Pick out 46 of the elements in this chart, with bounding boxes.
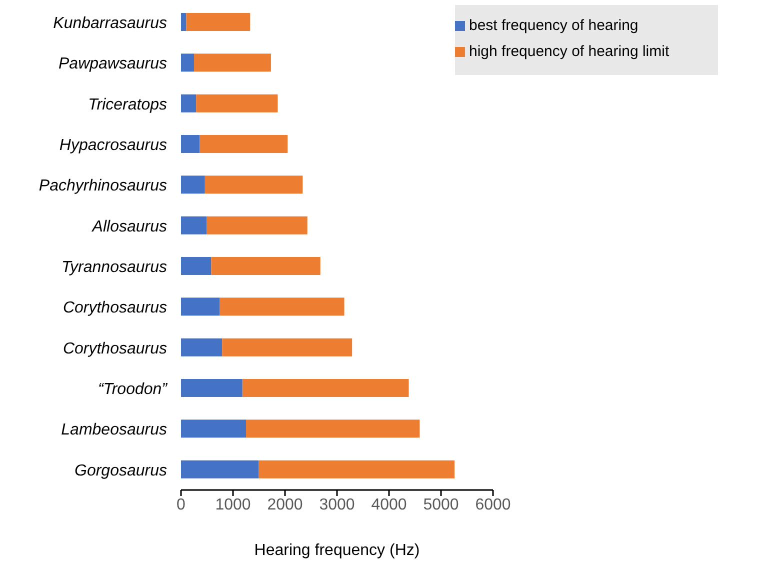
y-tick-label: Kunbarrasaurus (53, 15, 167, 32)
bar (204, 176, 303, 194)
x-tick-label: 5000 (423, 496, 459, 514)
y-tick-label: Pachyrhinosaurus (38, 178, 167, 195)
bar (181, 176, 205, 194)
y-tick-label: Corythosaurus (62, 340, 167, 358)
bar (181, 216, 206, 234)
x-tick-label: 0 (176, 496, 186, 514)
x-tick-label: 2000 (267, 496, 303, 514)
bar (181, 379, 242, 397)
bar (196, 94, 278, 112)
x-tick-label: 1000 (215, 496, 251, 514)
y-tick-label: Pawpawsaurus (58, 56, 167, 73)
bar (186, 13, 250, 31)
x-axis-title: Hearing frequency (Hz) (254, 542, 420, 559)
bar (181, 13, 186, 31)
x-tick-label: 3000 (319, 496, 355, 514)
y-tick-label: Tyrannosaurus (61, 259, 167, 276)
bar (181, 135, 200, 153)
bar (181, 94, 196, 112)
legend-label: high frequency of hearing limit (469, 43, 670, 60)
bar (181, 257, 212, 275)
bar (222, 338, 352, 356)
bar (200, 135, 288, 153)
bar (181, 338, 222, 356)
bar (219, 298, 344, 316)
x-tick-label: 4000 (371, 496, 407, 514)
x-tick-label: 6000 (475, 496, 511, 514)
bar (181, 298, 220, 316)
bar (206, 216, 308, 234)
y-tick-label: “Troodon” (98, 381, 168, 398)
y-tick-label: Gorgosaurus (74, 462, 167, 480)
y-tick-label: Hypacrosaurus (59, 137, 167, 154)
bar (258, 460, 455, 478)
y-tick-label: Triceratops (88, 96, 167, 114)
bar (246, 420, 420, 438)
bar (242, 379, 409, 397)
y-tick-label: Lambeosaurus (61, 422, 167, 439)
bar (194, 54, 271, 72)
bar (211, 257, 320, 275)
bar (181, 420, 246, 438)
legend-label: best frequency of hearing (469, 17, 638, 34)
bar (181, 54, 194, 72)
y-tick-label: Corythosaurus (62, 300, 167, 317)
y-tick-label: Allosaurus (91, 218, 167, 236)
bar (181, 460, 258, 478)
